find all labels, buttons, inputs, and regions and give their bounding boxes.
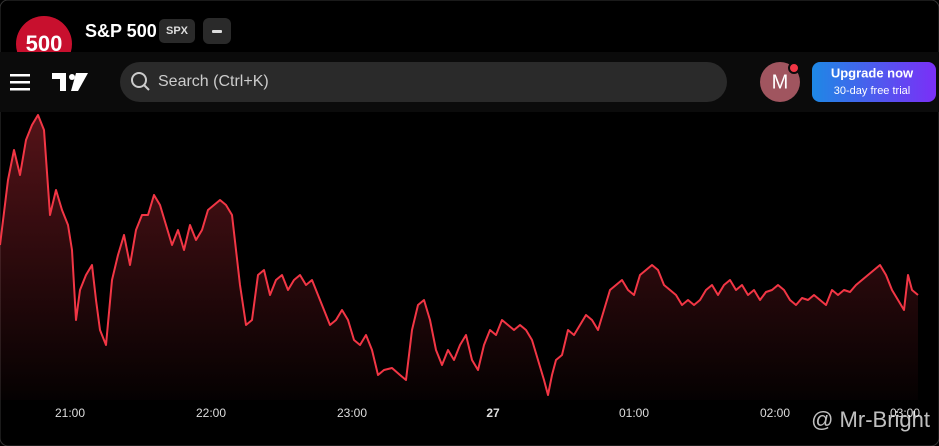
search-bar[interactable] [120,62,727,102]
hamburger[interactable] [10,74,30,91]
upgrade-button[interactable] [812,62,936,102]
notification-dot [788,62,800,74]
price-line [0,114,919,396]
ticker-badge [159,19,195,43]
avatar-letter: M [772,71,789,93]
search-icon-handle [143,84,150,91]
time-label: 23:00 [337,406,367,420]
time-label: 27 [486,406,500,420]
minus-icon [212,30,222,33]
time-label: 03:00 [890,406,920,420]
symbol-title: S&P 500 [85,21,157,41]
search-icon [131,72,147,88]
price-area [0,115,918,400]
search-placeholder: Search (Ctrl+K) [158,73,269,90]
time-label: 21:00 [55,406,85,420]
time-label: 02:00 [760,406,790,420]
logo [16,16,72,52]
tv-logo[interactable] [52,73,88,91]
time-label: 01:00 [619,406,649,420]
ticker: SPX [166,25,189,37]
logo-text: 500 [26,31,63,56]
time-axis: 21:00 22:00 23:00 27 01:00 02:00 03:00 [55,406,920,420]
upgrade-subtitle: 30-day free trial [834,85,910,97]
upgrade-title: Upgrade now [831,65,914,80]
time-label: 22:00 [196,406,226,420]
watermark: @ Mr-Bright [811,407,930,432]
